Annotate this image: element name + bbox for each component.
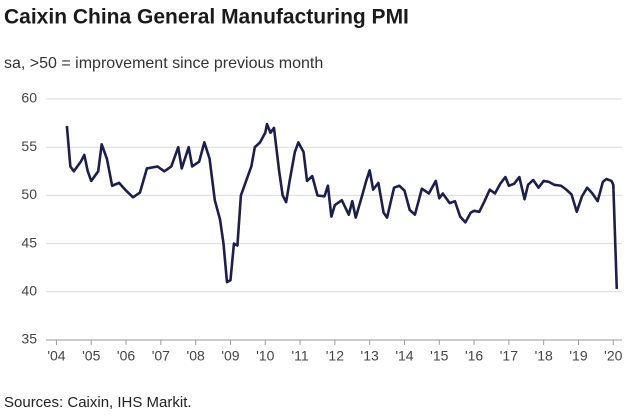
source-note: Sources: Caixin, IHS Markit. bbox=[4, 394, 192, 411]
x-tick-label: '19 bbox=[569, 348, 587, 364]
x-tick-label: '11 bbox=[291, 348, 308, 364]
chart-title: Caixin China General Manufacturing PMI bbox=[4, 6, 409, 29]
x-tick-label: '18 bbox=[535, 348, 553, 364]
x-tick-label: '16 bbox=[465, 348, 483, 364]
x-tick-label: '09 bbox=[221, 348, 239, 364]
x-tick-label: '04 bbox=[47, 348, 65, 364]
y-tick-label: 50 bbox=[21, 186, 37, 202]
x-tick-label: '06 bbox=[117, 348, 135, 364]
y-tick-label: 45 bbox=[21, 234, 37, 250]
x-tick-label: '15 bbox=[430, 348, 448, 364]
y-tick-label: 60 bbox=[21, 90, 37, 106]
y-tick-label: 55 bbox=[21, 138, 37, 154]
pmi-line bbox=[65, 122, 619, 289]
y-tick-label: 35 bbox=[21, 331, 37, 347]
x-tick-label: '14 bbox=[395, 348, 413, 364]
y-tick-label: 40 bbox=[21, 283, 37, 299]
chart-subtitle: sa, >50 = improvement since previous mon… bbox=[4, 55, 323, 72]
x-tick-label: '10 bbox=[256, 348, 274, 364]
x-tick-label: '08 bbox=[187, 348, 205, 364]
x-tick-label: '20 bbox=[604, 348, 622, 364]
x-tick-label: '07 bbox=[152, 348, 170, 364]
x-tick-label: '05 bbox=[82, 348, 100, 364]
x-tick-label: '13 bbox=[361, 348, 379, 364]
x-tick-label: '17 bbox=[500, 348, 518, 364]
x-tick-label: '12 bbox=[326, 348, 344, 364]
